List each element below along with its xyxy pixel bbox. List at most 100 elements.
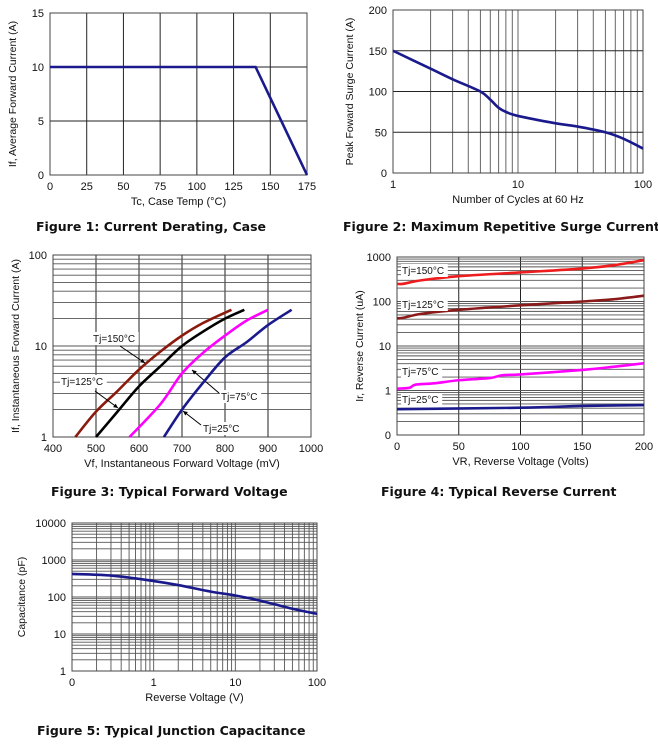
y-tick-label: 1000 (42, 555, 66, 567)
figure-5-title: Figure 5: Typical Junction Capacitance (37, 723, 306, 738)
y-tick-label: 10 (35, 341, 47, 353)
x-axis-label: Number of Cycles at 60 Hz (452, 194, 583, 206)
series-line-4 (162, 308, 293, 438)
x-tick-label: 1 (151, 677, 157, 689)
y-tick-label: 10 (379, 341, 391, 353)
series-label-background (401, 298, 448, 311)
x-tick-label: 700 (173, 443, 191, 455)
x-tick-label: 1000 (299, 443, 323, 455)
x-tick-label: 10 (229, 677, 241, 689)
series-line-1 (50, 65, 309, 176)
x-tick-label: 100 (634, 179, 652, 191)
y-axis-label: Peak Foward Surge Current (A) (344, 18, 356, 166)
x-tick-label: 100 (511, 441, 529, 453)
plot-border (71, 522, 318, 672)
series-line-3 (128, 308, 269, 438)
series-label: Tj=150°C (402, 266, 444, 277)
x-tick-label: 175 (298, 181, 316, 193)
x-tick-label: 100 (188, 181, 206, 193)
y-tick-label: 15 (32, 8, 44, 20)
series-label: Tj=25°C (203, 424, 240, 435)
x-tick-label: 75 (154, 181, 166, 193)
x-axis-label: Vf, Instantaneous Forward Voltage (mV) (84, 458, 280, 470)
series-label-background (92, 332, 139, 345)
x-tick-label: 100 (308, 677, 326, 689)
y-tick-label: 200 (369, 5, 387, 17)
y-tick-label: 1 (41, 432, 47, 444)
series-label: Tj=150°C (93, 334, 135, 345)
y-tick-label: 10 (32, 62, 44, 74)
y-tick-label: 5 (38, 116, 44, 128)
plot-border (392, 9, 644, 174)
x-tick-label: 150 (573, 441, 591, 453)
x-tick-label: 10 (512, 179, 524, 191)
series-label: Tj=25°C (402, 395, 439, 406)
x-tick-label: 125 (224, 181, 242, 193)
figure-2-title: Figure 2: Maximum Repetitive Surge Curre… (343, 219, 658, 234)
series-line-1 (396, 258, 645, 286)
plot-border (396, 256, 645, 436)
series-label: Tj=125°C (61, 377, 103, 388)
y-tick-label: 100 (373, 297, 391, 309)
y-tick-label: 10000 (35, 518, 66, 530)
plot-border (49, 12, 308, 176)
series-line-2 (396, 294, 645, 320)
x-tick-label: 200 (635, 441, 653, 453)
y-tick-label: 10 (54, 629, 66, 641)
y-tick-label: 100 (48, 592, 66, 604)
x-tick-label: 0 (394, 441, 400, 453)
x-tick-label: 1 (390, 179, 396, 191)
arrow-head-icon (113, 403, 118, 408)
annotation-arrow (119, 345, 146, 364)
series-label-background (401, 365, 443, 378)
annotation-arrow (94, 390, 119, 409)
x-tick-label: 50 (117, 181, 129, 193)
x-tick-label: 900 (259, 443, 277, 455)
plot-border (52, 254, 312, 438)
y-tick-label: 100 (369, 87, 387, 99)
series-label-background (202, 422, 244, 435)
y-axis-label: Capacitance (pF) (16, 557, 28, 638)
y-axis-label: Ir, Reverse Current (uA) (354, 290, 366, 401)
y-tick-label: 0 (381, 168, 387, 180)
series-label-background (60, 375, 107, 388)
y-tick-label: 1000 (367, 252, 391, 264)
x-tick-label: 150 (261, 181, 279, 193)
series-line-1 (74, 308, 232, 438)
x-axis-label: VR, Reverse Voltage (Volts) (452, 456, 588, 468)
y-axis-label: If, Average Forward Current (A) (7, 21, 19, 167)
chart-2: 1 10 100 0 50 100 150 200 Number of Cycles at 60… (344, 5, 652, 206)
series-line-1 (71, 572, 318, 616)
y-tick-label: 0 (385, 430, 391, 442)
series-line-1 (392, 49, 644, 150)
series-label-background (220, 390, 262, 403)
x-tick-label: 50 (453, 441, 465, 453)
series-label: Tj=125°C (402, 300, 444, 311)
x-axis-label: Tc, Case Temp (°C) (131, 196, 226, 208)
series-label-background (401, 264, 448, 277)
chart-4: 0 50 100 150 200 0 1 10 100 1000 VR, Reverse Volta… (354, 252, 653, 468)
figure-3-title: Figure 3: Typical Forward Voltage (51, 484, 288, 499)
y-tick-label: 50 (375, 127, 387, 139)
series-label: Tj=75°C (221, 392, 258, 403)
y-tick-label: 100 (29, 250, 47, 262)
series-line-4 (396, 403, 645, 411)
y-axis-label: If, Instantaneous Forward Current (A) (10, 259, 22, 433)
series-line-2 (95, 308, 245, 438)
x-tick-label: 0 (47, 181, 53, 193)
series-line-3 (396, 361, 645, 390)
series-label-background (401, 393, 443, 406)
arrow-head-icon (192, 370, 197, 375)
y-tick-label: 0 (38, 170, 44, 182)
x-axis-label: Reverse Voltage (V) (145, 692, 243, 704)
x-tick-label: 25 (81, 181, 93, 193)
arrow-head-icon (183, 411, 188, 416)
x-tick-label: 400 (44, 443, 62, 455)
arrow-head-icon (140, 358, 145, 363)
plot-area (50, 13, 307, 175)
chart-1: 0 25 50 75 100 125 150 175 0 5 10 15 Tc, Case Temp (… (7, 8, 316, 208)
y-tick-label: 150 (369, 46, 387, 58)
figure-4-title: Figure 4: Typical Reverse Current (381, 484, 617, 499)
